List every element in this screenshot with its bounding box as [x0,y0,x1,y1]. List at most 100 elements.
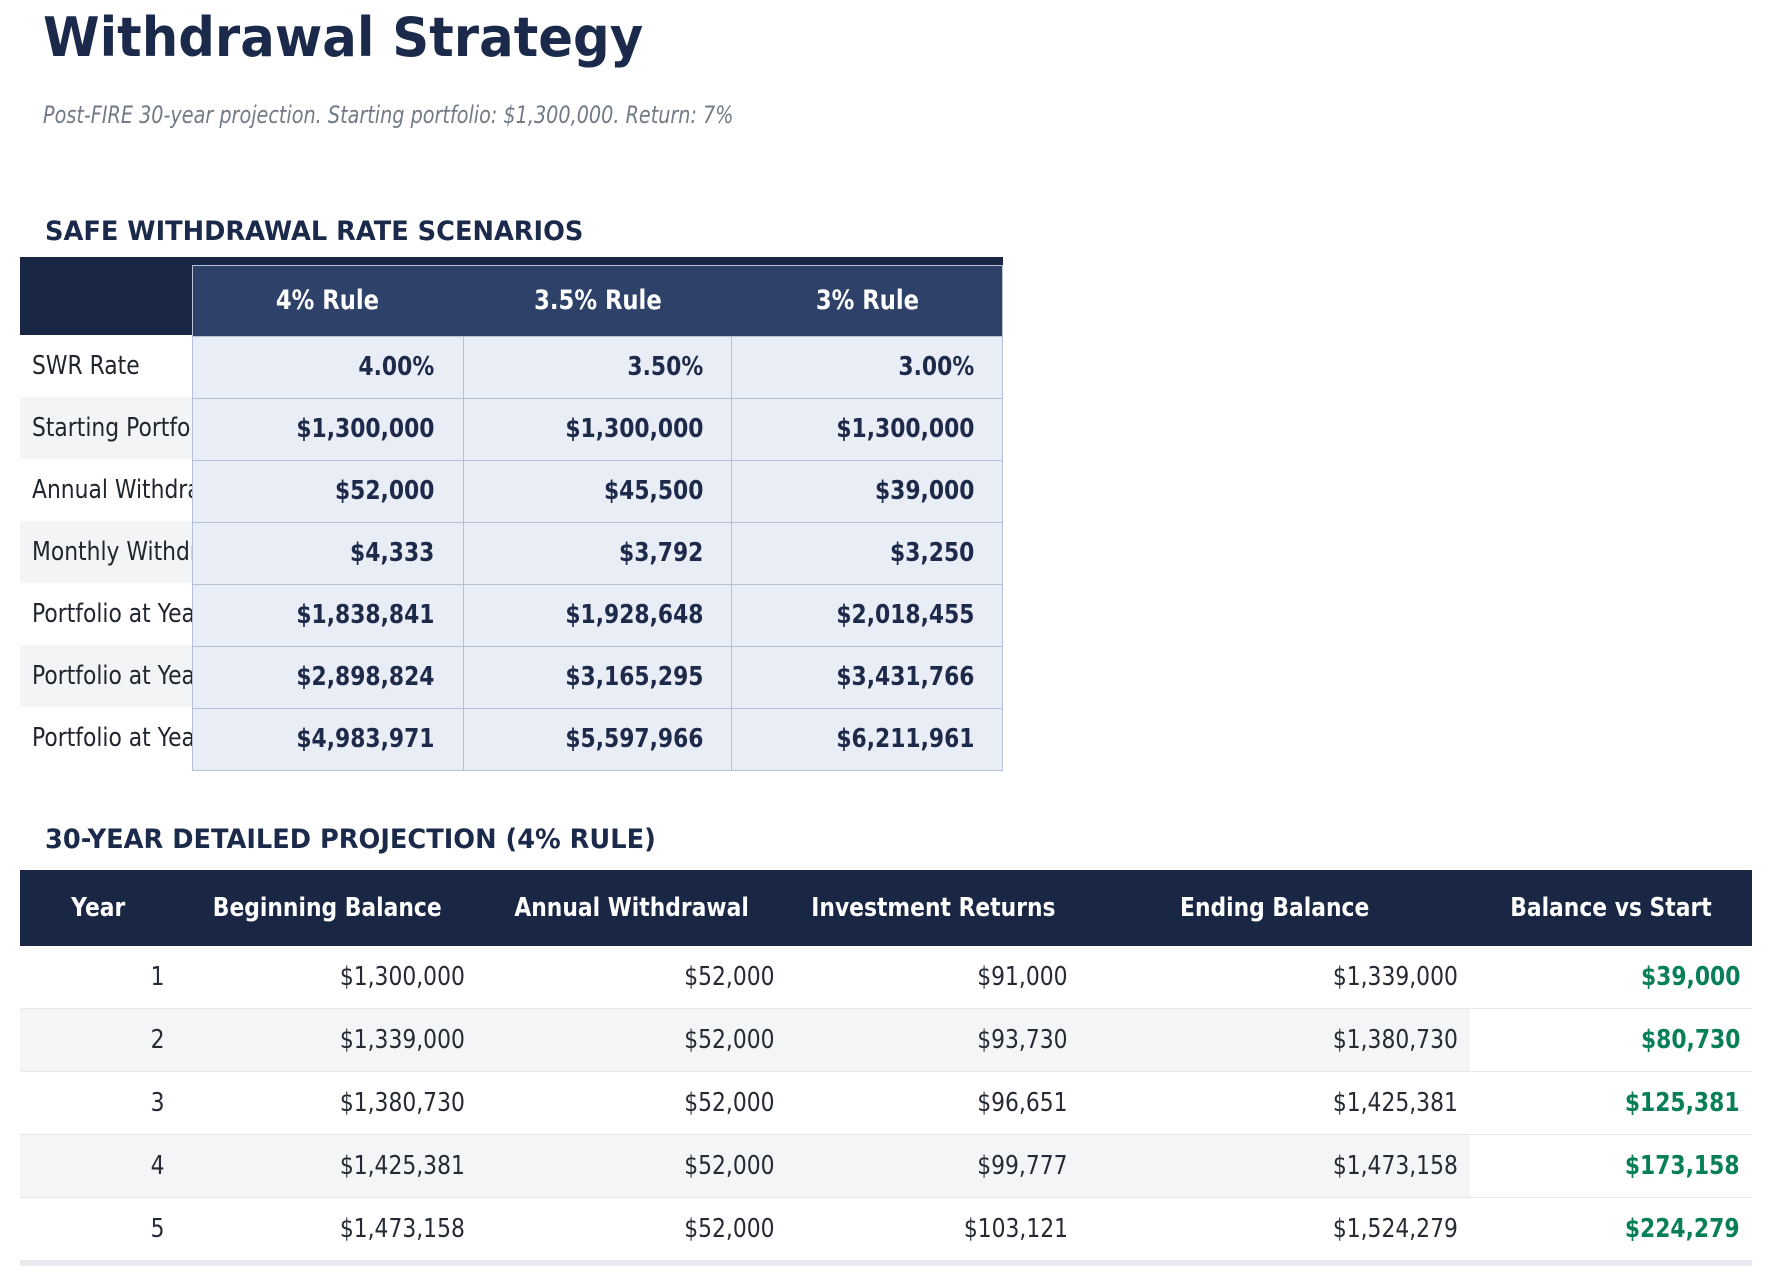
swr-column-headers: 4% Rule 3.5% Rule 3% Rule [193,266,1002,336]
investment-returns-cell-text: $93,730 [977,1025,1068,1055]
projection-column-header-text: Beginning Balance [212,893,442,923]
swr-value-cell-text: $6,211,961 [835,724,974,754]
swr-column-header-text: 3.5% Rule [533,285,662,316]
swr-value-cell-text: $1,300,000 [565,414,704,444]
swr-value-cell: $1,300,000 [732,398,1002,460]
swr-value-cell-text: 4.00% [358,352,435,382]
ending-balance-cell: $1,524,279 [1080,1197,1470,1261]
swr-value-cell: $1,928,648 [462,584,733,646]
swr-value-cell-text: $4,983,971 [296,724,435,754]
swr-value-cell: $52,000 [193,460,463,522]
swr-value-cell-text: $39,000 [874,476,974,506]
ending-balance-cell-text: $1,339,000 [1332,962,1458,992]
balance-vs-start-cell: $125,381 [1470,1071,1752,1135]
swr-value-cell-text: $4,333 [350,538,435,568]
projection-table-row: 3 $1,380,730 $52,000 $96,651 $1,425,381 $125,… [20,1071,1752,1135]
projection-column-header-text: Investment Returns [811,893,1056,923]
ending-balance-cell-text: $1,524,279 [1332,1214,1458,1244]
swr-value-cell-text: $3,165,295 [565,662,704,692]
year-cell: 2 [20,1008,177,1072]
swr-value-cell-text: 3.50% [627,352,704,382]
balance-vs-start-cell: $173,158 [1470,1134,1752,1198]
swr-value-cell-text: $45,500 [603,476,704,506]
swr-row-label: Starting Portfolio [20,397,192,459]
swr-row-label-text: SWR Rate [32,351,140,381]
swr-value-cell-text: $3,792 [619,538,704,568]
swr-value-cell: $45,500 [462,460,733,522]
ending-balance-cell: $1,425,381 [1080,1071,1470,1135]
swr-value-cell-text: $1,928,648 [565,600,704,630]
balance-vs-start-cell-text: $224,279 [1625,1214,1740,1244]
projection-table-body: 1 $1,300,000 $52,000 $91,000 $1,339,000 $39,0… [20,946,1752,1261]
swr-value-grid: 4.00% 3.50% 3.00% $1,300,000 $1,300,000 $1,30… [193,336,1002,770]
investment-returns-cell: $96,651 [787,1071,1080,1135]
projection-column-header-text: Annual Withdrawal [514,893,750,923]
swr-value-cell: $5,597,966 [462,708,733,770]
investment-returns-cell-text: $103,121 [963,1214,1068,1244]
swr-row-label-text: Portfolio at Year 10 [32,599,192,629]
ending-balance-cell-text: $1,380,730 [1332,1025,1458,1055]
swr-row-label: Portfolio at Year 10 [20,583,192,645]
beginning-balance-cell-text: $1,473,158 [339,1214,465,1244]
swr-section-heading: SAFE WITHDRAWAL RATE SCENARIOS [45,216,584,247]
projection-header-row: Year Beginning Balance Annual Withdrawal In… [20,870,1752,946]
annual-withdrawal-cell: $52,000 [477,1197,787,1261]
investment-returns-cell-text: $99,777 [977,1151,1068,1181]
balance-vs-start-cell-text: $125,381 [1625,1088,1740,1118]
year-cell: 4 [20,1134,177,1198]
swr-value-cell-text: $1,838,841 [296,600,435,630]
annual-withdrawal-cell: $52,000 [477,946,787,1009]
swr-value-cell: $3,431,766 [732,646,1002,708]
beginning-balance-cell: $1,473,158 [177,1197,477,1261]
page-title: Withdrawal Strategy [43,8,675,68]
swr-value-cell: $3,792 [462,522,733,584]
swr-column-header: 4% Rule [193,266,463,336]
swr-data-block: 4% Rule 3.5% Rule 3% Rule 4.00% 3.50% 3.00% $… [192,265,1003,771]
annual-withdrawal-cell: $52,000 [477,1008,787,1072]
swr-value-cell-text: $1,300,000 [835,414,974,444]
swr-row-label: Portfolio at Year 30 [20,707,192,769]
investment-returns-cell-text: $96,651 [977,1088,1068,1118]
swr-value-cell: $3,250 [732,522,1002,584]
swr-column-header-text: 3% Rule [815,285,919,316]
swr-value-cell: $39,000 [732,460,1002,522]
beginning-balance-cell-text: $1,339,000 [339,1025,465,1055]
swr-value-cell: 3.00% [732,336,1002,398]
beginning-balance-cell: $1,300,000 [177,946,477,1009]
annual-withdrawal-cell: $52,000 [477,1134,787,1198]
beginning-balance-cell-text: $1,380,730 [339,1088,465,1118]
year-cell-text: 3 [151,1088,165,1118]
swr-value-cell: $6,211,961 [732,708,1002,770]
balance-vs-start-cell: $224,279 [1470,1197,1752,1261]
projection-table-row: 2 $1,339,000 $52,000 $93,730 $1,380,730 $80,7… [20,1008,1752,1072]
annual-withdrawal-cell-text: $52,000 [684,1151,775,1181]
investment-returns-cell-text: $91,000 [977,962,1068,992]
swr-value-cell-text: $2,898,824 [296,662,435,692]
page-title-text: Withdrawal Strategy [43,6,644,69]
projection-column-header: Balance vs Start [1470,870,1752,946]
swr-value-cell: 3.50% [462,336,733,398]
swr-value-cell: $3,165,295 [462,646,733,708]
swr-value-cell-text: $2,018,455 [835,600,974,630]
ending-balance-cell: $1,339,000 [1080,946,1470,1009]
swr-row-label: Portfolio at Year 20 [20,645,192,707]
swr-table: SWR Rate Starting Portfolio Annual Withdra… [20,257,1003,771]
swr-value-cell: $2,898,824 [193,646,463,708]
projection-column-header-text: Year [71,893,126,923]
swr-row-label-text: Monthly Withdrawal [32,537,192,567]
swr-row-label: Monthly Withdrawal [20,521,192,583]
projection-table-row: 4 $1,425,381 $52,000 $99,777 $1,473,158 $173,… [20,1134,1752,1198]
swr-column-header-text: 4% Rule [276,285,380,316]
beginning-balance-cell: $1,380,730 [177,1071,477,1135]
annual-withdrawal-cell-text: $52,000 [684,1025,775,1055]
year-cell: 1 [20,946,177,1009]
swr-column-header: 3% Rule [732,266,1002,336]
swr-value-cell: 4.00% [193,336,463,398]
swr-row-labels: SWR Rate Starting Portfolio Annual Withdra… [20,335,192,769]
year-cell: 3 [20,1071,177,1135]
year-cell-text: 1 [151,962,165,992]
projection-column-header-text: Ending Balance [1180,893,1370,923]
projection-column-header: Investment Returns [787,870,1080,946]
swr-value-cell: $2,018,455 [732,584,1002,646]
ending-balance-cell-text: $1,425,381 [1332,1088,1458,1118]
